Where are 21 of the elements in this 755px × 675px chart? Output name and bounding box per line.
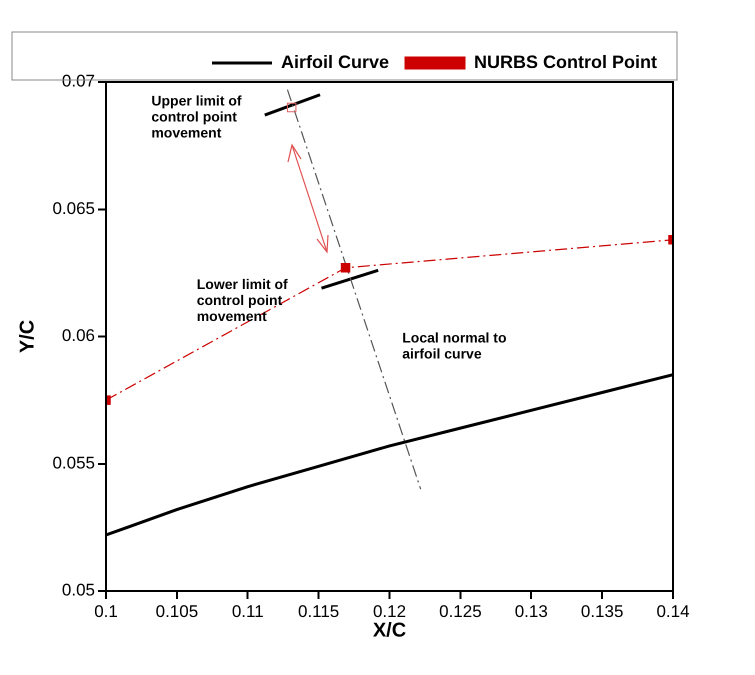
- x-tick-label: 0.14: [656, 602, 690, 621]
- y-axis-title: Y/C: [16, 320, 39, 354]
- annotation: Upper limit of control point movement: [151, 92, 242, 141]
- x-tick-label: 0.1: [94, 602, 118, 621]
- annotation: Lower limit of control point movement: [196, 276, 288, 324]
- y-tick-label: 0.05: [62, 580, 95, 600]
- point: [286, 102, 296, 112]
- legend-label: Airfoil Curve: [281, 52, 390, 72]
- y-tick-label: 0.065: [52, 198, 95, 218]
- x-axis-title: X/C: [372, 620, 406, 642]
- x-tick-label: 0.115: [298, 602, 340, 621]
- legend-label: NURBS Control Point: [474, 52, 658, 72]
- annotation: Local normal to airfoil curve: [402, 329, 506, 362]
- x-tick-label: 0.125: [439, 602, 482, 621]
- x-tick-label: 0.12: [372, 602, 406, 621]
- x-tick-label: 0.105: [156, 602, 198, 621]
- y-tick-label: 0.06: [62, 326, 95, 346]
- x-tick-label: 0.135: [580, 602, 624, 621]
- y-tick-label: 0.055: [52, 453, 95, 472]
- x-tick-label: 0.11: [232, 602, 264, 621]
- x-tick-label: 0.13: [514, 602, 548, 621]
